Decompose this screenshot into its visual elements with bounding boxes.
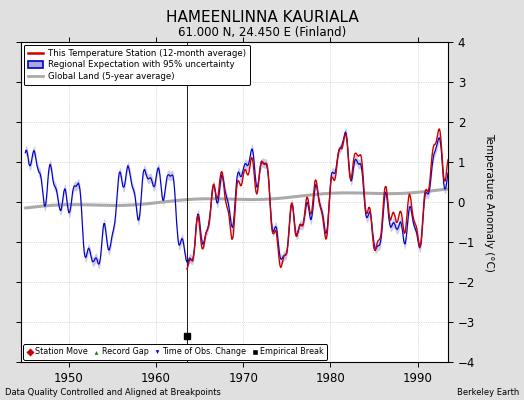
Text: Data Quality Controlled and Aligned at Breakpoints: Data Quality Controlled and Aligned at B…	[5, 388, 221, 397]
Legend: Station Move, Record Gap, Time of Obs. Change, Empirical Break: Station Move, Record Gap, Time of Obs. C…	[24, 344, 327, 360]
Text: 61.000 N, 24.450 E (Finland): 61.000 N, 24.450 E (Finland)	[178, 26, 346, 39]
Y-axis label: Temperature Anomaly (°C): Temperature Anomaly (°C)	[485, 132, 495, 272]
Text: HAMEENLINNA KAURIALA: HAMEENLINNA KAURIALA	[166, 10, 358, 25]
Text: Berkeley Earth: Berkeley Earth	[456, 388, 519, 397]
